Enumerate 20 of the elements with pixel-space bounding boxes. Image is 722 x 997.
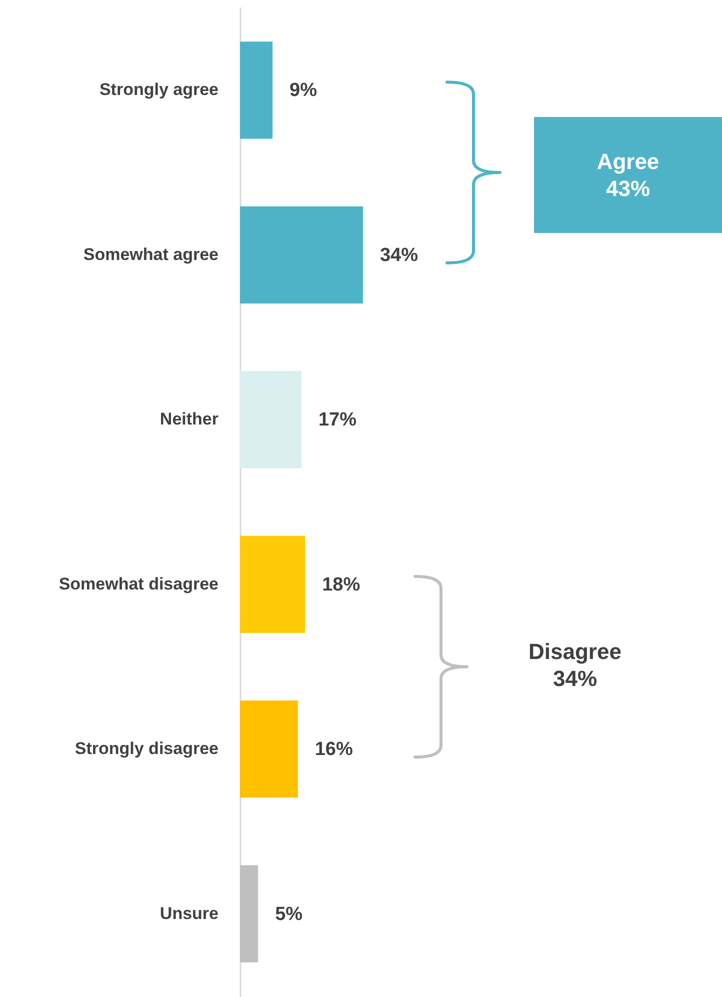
bar: [240, 536, 306, 633]
data-label: 9%: [290, 80, 318, 102]
bar: [240, 42, 273, 139]
data-label: 16%: [314, 739, 353, 760]
y-tick-label: Strongly disagree: [74, 739, 218, 758]
y-tick-label: Strongly agree: [99, 80, 218, 100]
y-tick-label: Neither: [160, 410, 219, 429]
y-tick-label: Unsure: [160, 904, 218, 923]
text: Disagree 34%: [528, 638, 622, 692]
y-tick-label: Somewhat disagree: [58, 574, 218, 594]
text: Agree 43%: [596, 148, 660, 202]
bar: [240, 700, 298, 798]
y-tick-label: Somewhat agree: [83, 244, 218, 264]
data-label: 17%: [318, 410, 357, 431]
data-label: 5%: [275, 904, 303, 925]
bar: [240, 865, 258, 962]
data-label: 18%: [322, 574, 360, 596]
bar: [240, 371, 302, 468]
bar: [240, 206, 363, 304]
data-label: 34%: [380, 244, 418, 266]
